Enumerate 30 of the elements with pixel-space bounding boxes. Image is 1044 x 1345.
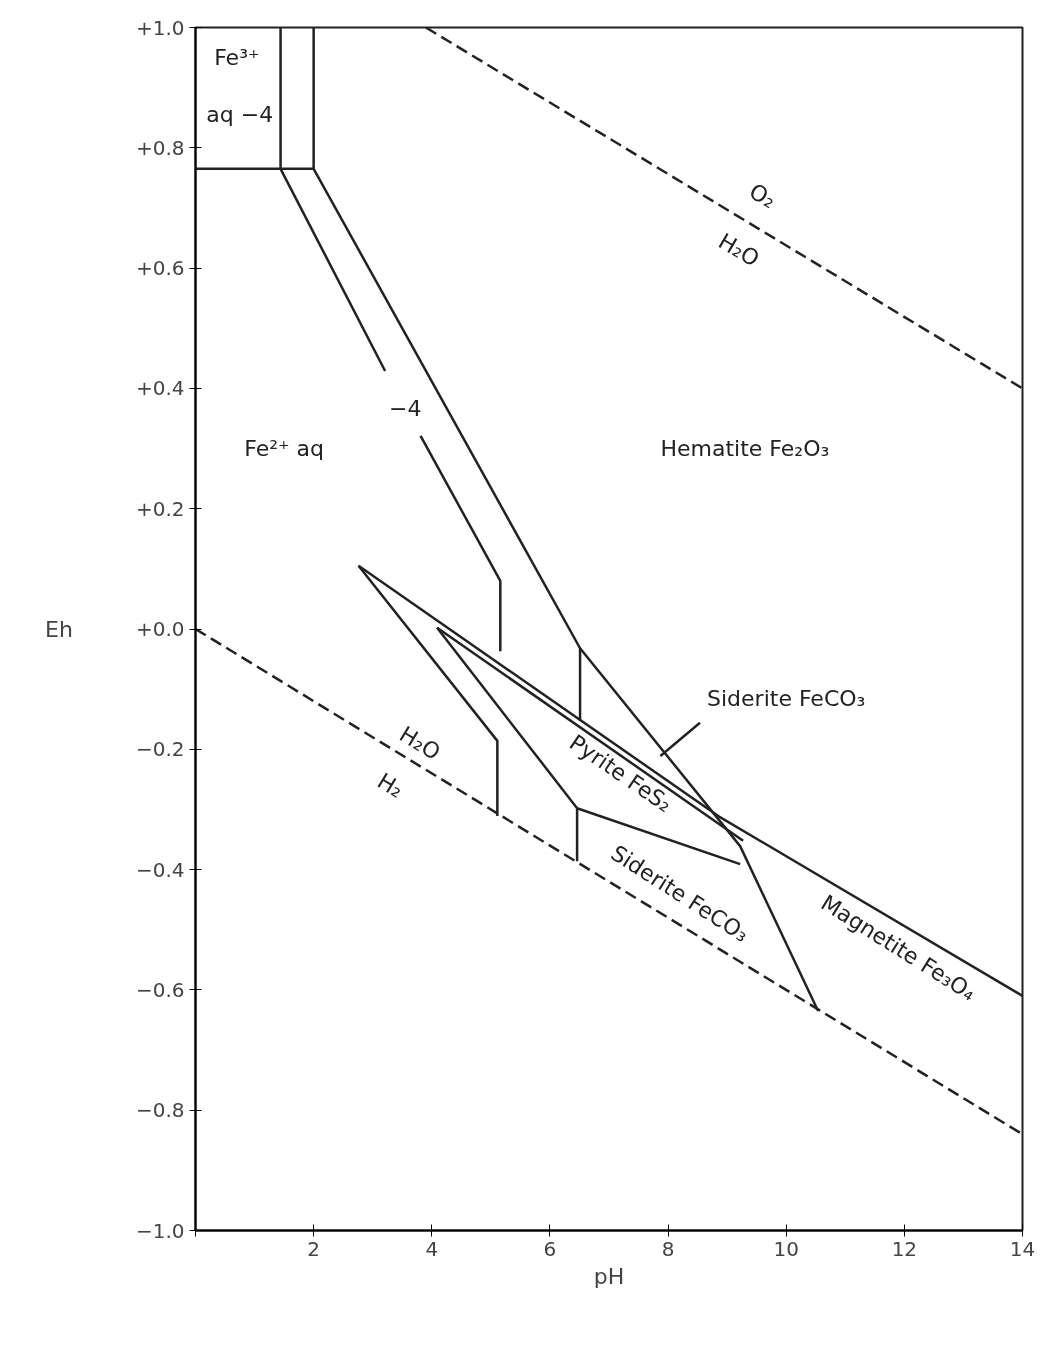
annotation: Fe²⁺ aq xyxy=(244,436,325,462)
y-tick-label: +0.4 xyxy=(135,376,185,401)
annotation: O₂ xyxy=(744,178,781,214)
x-tick-label: 4 xyxy=(425,1236,439,1261)
y-tick-label: −0.4 xyxy=(135,857,185,882)
y-tick-label: +0.6 xyxy=(135,256,185,281)
y-tick-label: −0.2 xyxy=(135,737,185,762)
y-tick-label: −0.6 xyxy=(135,977,185,1002)
y-axis-title: Eh xyxy=(45,616,73,642)
x-tick-label: 10 xyxy=(773,1236,799,1261)
annotation: Hematite Fe₂O₃ xyxy=(660,436,830,462)
y-tick-label: −0.8 xyxy=(135,1098,185,1123)
annotation: aq −4 xyxy=(206,102,274,128)
x-tick-label: 12 xyxy=(891,1236,918,1261)
x-tick-label: 14 xyxy=(1009,1236,1036,1261)
x-tick-label: 6 xyxy=(543,1236,557,1261)
annotation: H₂O xyxy=(395,721,445,766)
x-tick-label: 2 xyxy=(307,1236,321,1261)
y-tick-label: +0.2 xyxy=(135,496,185,521)
annotation: Siderite FeCO₃ xyxy=(707,685,866,711)
x-tick-label: 8 xyxy=(661,1236,675,1261)
annotation: −4 xyxy=(388,396,422,422)
y-tick-label: +1.0 xyxy=(135,15,185,40)
y-tick-label: +0.0 xyxy=(135,617,185,641)
annotation: H₂ xyxy=(373,768,408,803)
annotation: Fe³⁺ xyxy=(214,45,260,71)
x-axis-title: pH xyxy=(593,1263,625,1289)
annotation: H₂O xyxy=(714,228,764,272)
y-tick-label: +0.8 xyxy=(135,135,185,160)
y-tick-label: −1.0 xyxy=(135,1218,185,1243)
